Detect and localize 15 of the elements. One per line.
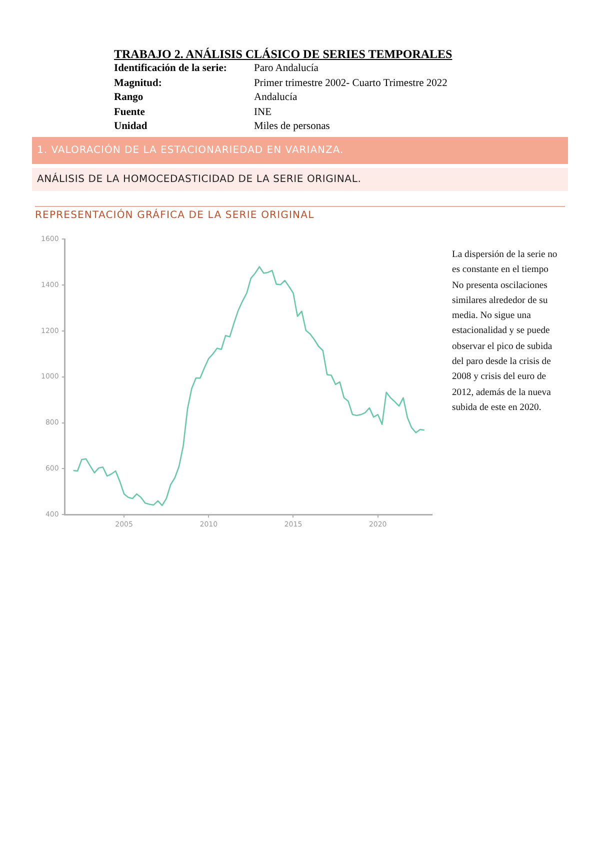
text: Primer trimestre 2002- Cuarto Trimestre 2022 <box>254 76 448 90</box>
text: Paro Andalucía <box>254 62 320 76</box>
text: Identificación de la serie: <box>114 62 228 76</box>
text: Magnitud: <box>114 76 163 90</box>
text: Fuente <box>114 106 146 120</box>
text: Miles de personas <box>254 120 331 134</box>
text: Unidad <box>114 120 148 134</box>
text: La dispersión de la serie no es constante en el tiempo No presenta oscilaciones similares alrededor de su media. No sigue una estacionalidad y se puede observar el pico de subida del paro desde la crisis de 2008 y crisis del euro de 2012, además de la nueva subida de este en 2020. <box>452 249 558 413</box>
text: Rango <box>114 91 144 105</box>
text: 1. VALORACIÓN DE LA ESTACIONARIEDAD EN VARIANZA. <box>32 137 568 164</box>
text: Andalucía <box>254 91 298 105</box>
chart-title: TRABAJO 2. ANÁLISIS CLÁSICO DE SERIES TEMPORALES <box>114 47 452 62</box>
text: REPRESENTACIÓN GRÁFICA DE LA SERIE ORIGINAL <box>35 206 565 221</box>
text: ANÁLISIS DE LA HOMOCEDASTICIDAD DE LA SERIE ORIGINAL. <box>32 168 568 191</box>
text: INE <box>254 106 272 120</box>
